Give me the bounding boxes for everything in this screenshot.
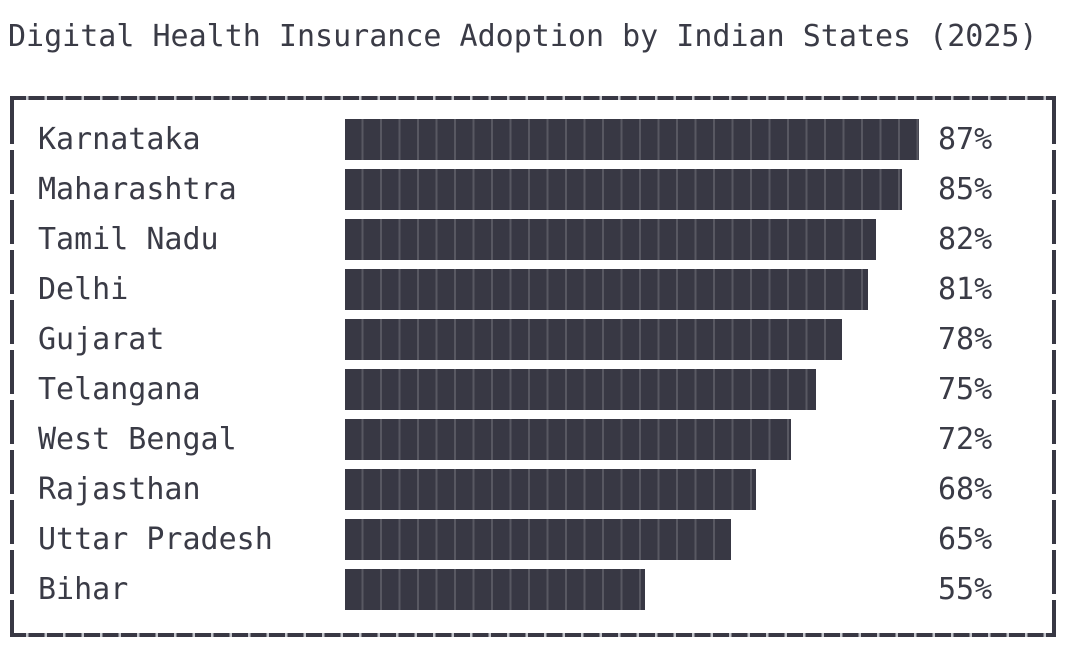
state-label: Karnataka [38,122,201,157]
value-label: 78% [938,322,993,357]
value-label: 87% [938,122,993,157]
chart-frame-top-border [10,96,1056,100]
bar-row: Uttar Pradesh 65% [0,519,1066,560]
value-label: 82% [938,222,993,257]
bar [345,269,868,310]
bar [345,219,876,260]
bar-row: Maharashtra 85% [0,169,1066,210]
bar [345,419,791,460]
chart-frame-left-border [10,100,14,633]
bar-row: Bihar 55% [0,569,1066,610]
bar [345,519,731,560]
bar-row: Karnataka 87% [0,119,1066,160]
bar [345,569,645,610]
bar-row: West Bengal 72% [0,419,1066,460]
value-label: 81% [938,272,993,307]
state-label: Rajasthan [38,472,201,507]
state-label: Uttar Pradesh [38,522,273,557]
value-label: 85% [938,172,993,207]
bar-row: Telangana 75% [0,369,1066,410]
bar-row: Rajasthan 68% [0,469,1066,510]
bar [345,369,816,410]
state-label: Bihar [38,572,129,607]
bar-row: Tamil Nadu 82% [0,219,1066,260]
bar-row: Gujarat 78% [0,319,1066,360]
value-label: 72% [938,422,993,457]
bar [345,169,902,210]
value-label: 55% [938,572,993,607]
bar [345,469,756,510]
chart-title: Digital Health Insurance Adoption by Ind… [8,19,1038,54]
state-label: Maharashtra [38,172,237,207]
chart-frame-right-border [1052,100,1056,633]
value-label: 65% [938,522,993,557]
state-label: Gujarat [38,322,165,357]
bar [345,119,919,160]
chart-frame-bottom-border [10,633,1056,637]
state-label: Delhi [38,272,129,307]
state-label: West Bengal [38,422,237,457]
bar-row: Delhi 81% [0,269,1066,310]
bar [345,319,842,360]
state-label: Telangana [38,372,201,407]
value-label: 75% [938,372,993,407]
state-label: Tamil Nadu [38,222,219,257]
value-label: 68% [938,472,993,507]
